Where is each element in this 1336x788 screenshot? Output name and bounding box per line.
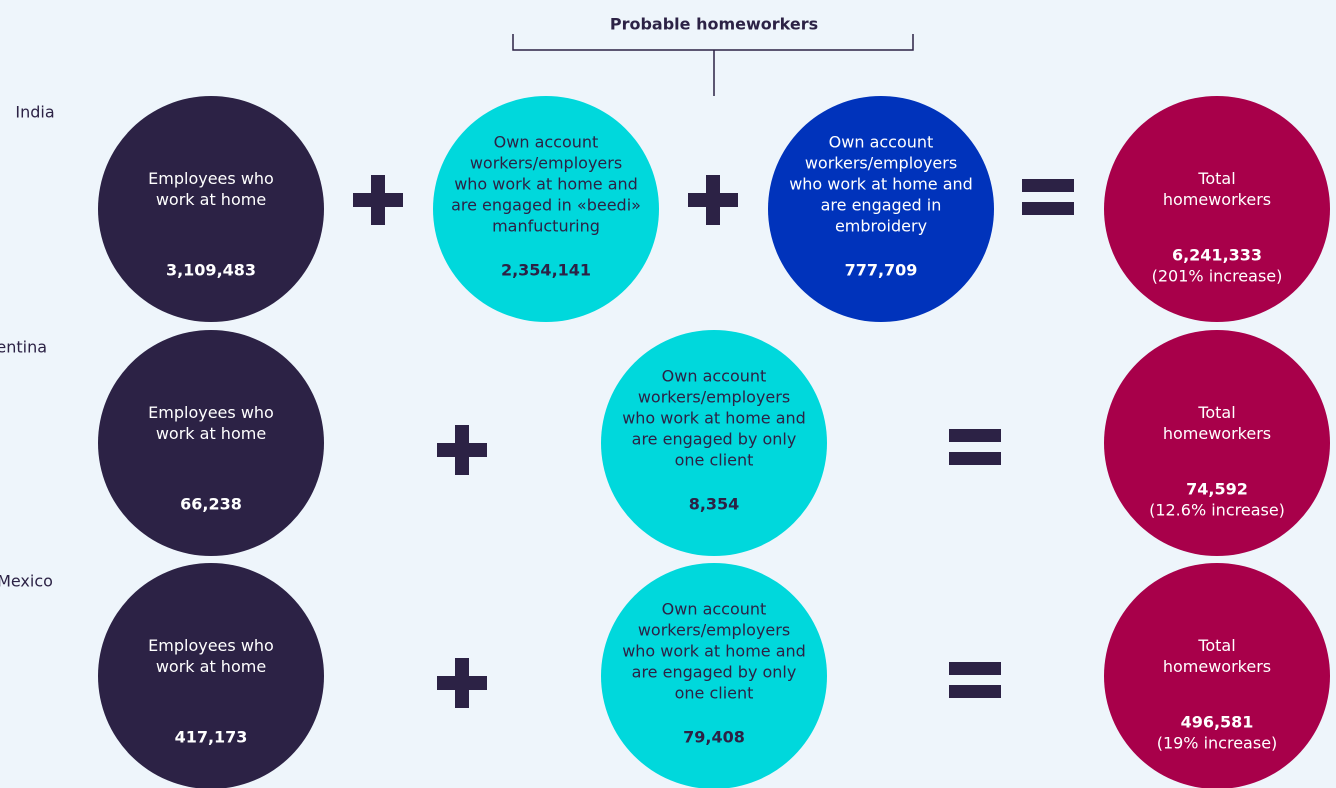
circle-label: who work at home and (622, 409, 806, 428)
total-circle (1104, 563, 1330, 788)
circle-label: workers/employers (805, 154, 957, 173)
circle-value: 8,354 (689, 495, 740, 514)
category-circle (98, 96, 324, 322)
circle-value: 66,238 (180, 495, 242, 514)
circle-label: Total (1197, 636, 1235, 655)
circle-label: Employees who (148, 169, 274, 188)
circle-label: work at home (156, 190, 266, 209)
category-circle (601, 563, 827, 788)
circle-value: 417,173 (175, 728, 248, 747)
bracket-title: Probable homeworkers (610, 15, 818, 34)
circle-label: workers/employers (638, 388, 790, 407)
circle-label: Employees who (148, 403, 274, 422)
category-circle (768, 96, 994, 322)
total-circle (1104, 96, 1330, 322)
bracket (512, 34, 914, 96)
country-label: Argentina (0, 338, 47, 357)
circle-value: 3,109,483 (166, 261, 256, 280)
country-label: India (15, 103, 54, 122)
circle-label: manfucturing (492, 217, 600, 236)
category-circle (601, 330, 827, 556)
circle-label: are engaged in (821, 196, 942, 215)
circle-label: one client (675, 451, 754, 470)
circle-label: Own account (662, 600, 767, 619)
circle-label: homeworkers (1163, 190, 1271, 209)
circle-label: who work at home and (622, 642, 806, 661)
circle-label: who work at home and (454, 175, 638, 194)
circle-label: Total (1197, 169, 1235, 188)
total-value: 6,241,333 (1172, 246, 1262, 265)
circle-value: 79,408 (683, 728, 745, 747)
total-circle (1104, 330, 1330, 556)
plus-sign (706, 175, 720, 225)
circle-label: work at home (156, 424, 266, 443)
category-circle (98, 330, 324, 556)
circle-label: workers/employers (638, 621, 790, 640)
plus-sign (371, 175, 385, 225)
circle-value: 777,709 (845, 261, 918, 280)
equals-sign (1022, 179, 1074, 192)
total-note: (12.6% increase) (1149, 501, 1285, 520)
plus-sign (455, 658, 469, 708)
circle-label: embroidery (835, 217, 927, 236)
total-note: (201% increase) (1152, 267, 1283, 286)
total-note: (19% increase) (1157, 734, 1278, 753)
circle-label: work at home (156, 657, 266, 676)
circle-label: Own account (662, 367, 767, 386)
category-circle (433, 96, 659, 322)
plus-sign (455, 425, 469, 475)
category-circle (98, 563, 324, 788)
circle-label: Employees who (148, 636, 274, 655)
circle-label: who work at home and (789, 175, 973, 194)
equals-sign (949, 429, 1001, 442)
circle-label: homeworkers (1163, 657, 1271, 676)
circle-label: homeworkers (1163, 424, 1271, 443)
circle-label: Total (1197, 403, 1235, 422)
equals-sign (949, 452, 1001, 465)
equals-sign (1022, 202, 1074, 215)
country-label: Mexico (0, 572, 53, 591)
circle-label: one client (675, 684, 754, 703)
circle-label: are engaged by only (632, 430, 797, 449)
equals-sign (949, 685, 1001, 698)
total-value: 74,592 (1186, 480, 1248, 499)
circle-label: Own account (829, 133, 934, 152)
circle-label: workers/employers (470, 154, 622, 173)
circle-label: are engaged in «beedi» (451, 196, 641, 215)
equals-sign (949, 662, 1001, 675)
total-value: 496,581 (1181, 713, 1254, 732)
circle-label: are engaged by only (632, 663, 797, 682)
circle-label: Own account (494, 133, 599, 152)
circle-value: 2,354,141 (501, 261, 591, 280)
